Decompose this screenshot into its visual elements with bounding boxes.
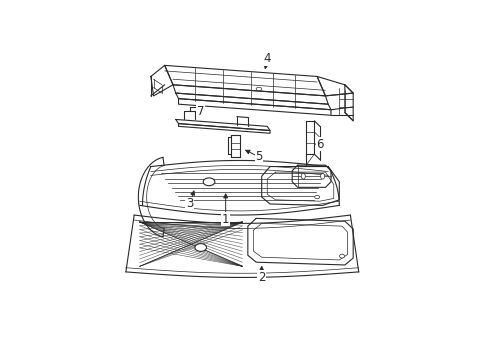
Text: 3: 3	[185, 198, 193, 211]
Text: 7: 7	[197, 105, 204, 118]
Ellipse shape	[256, 87, 261, 91]
Ellipse shape	[320, 174, 324, 179]
Text: 6: 6	[316, 138, 323, 151]
Ellipse shape	[339, 254, 344, 258]
Ellipse shape	[195, 244, 206, 251]
Text: 2: 2	[258, 271, 265, 284]
Text: 5: 5	[255, 150, 262, 163]
Text: 1: 1	[222, 213, 229, 226]
Ellipse shape	[314, 195, 319, 199]
Text: 4: 4	[263, 52, 270, 65]
Ellipse shape	[301, 174, 305, 179]
Ellipse shape	[203, 178, 214, 186]
